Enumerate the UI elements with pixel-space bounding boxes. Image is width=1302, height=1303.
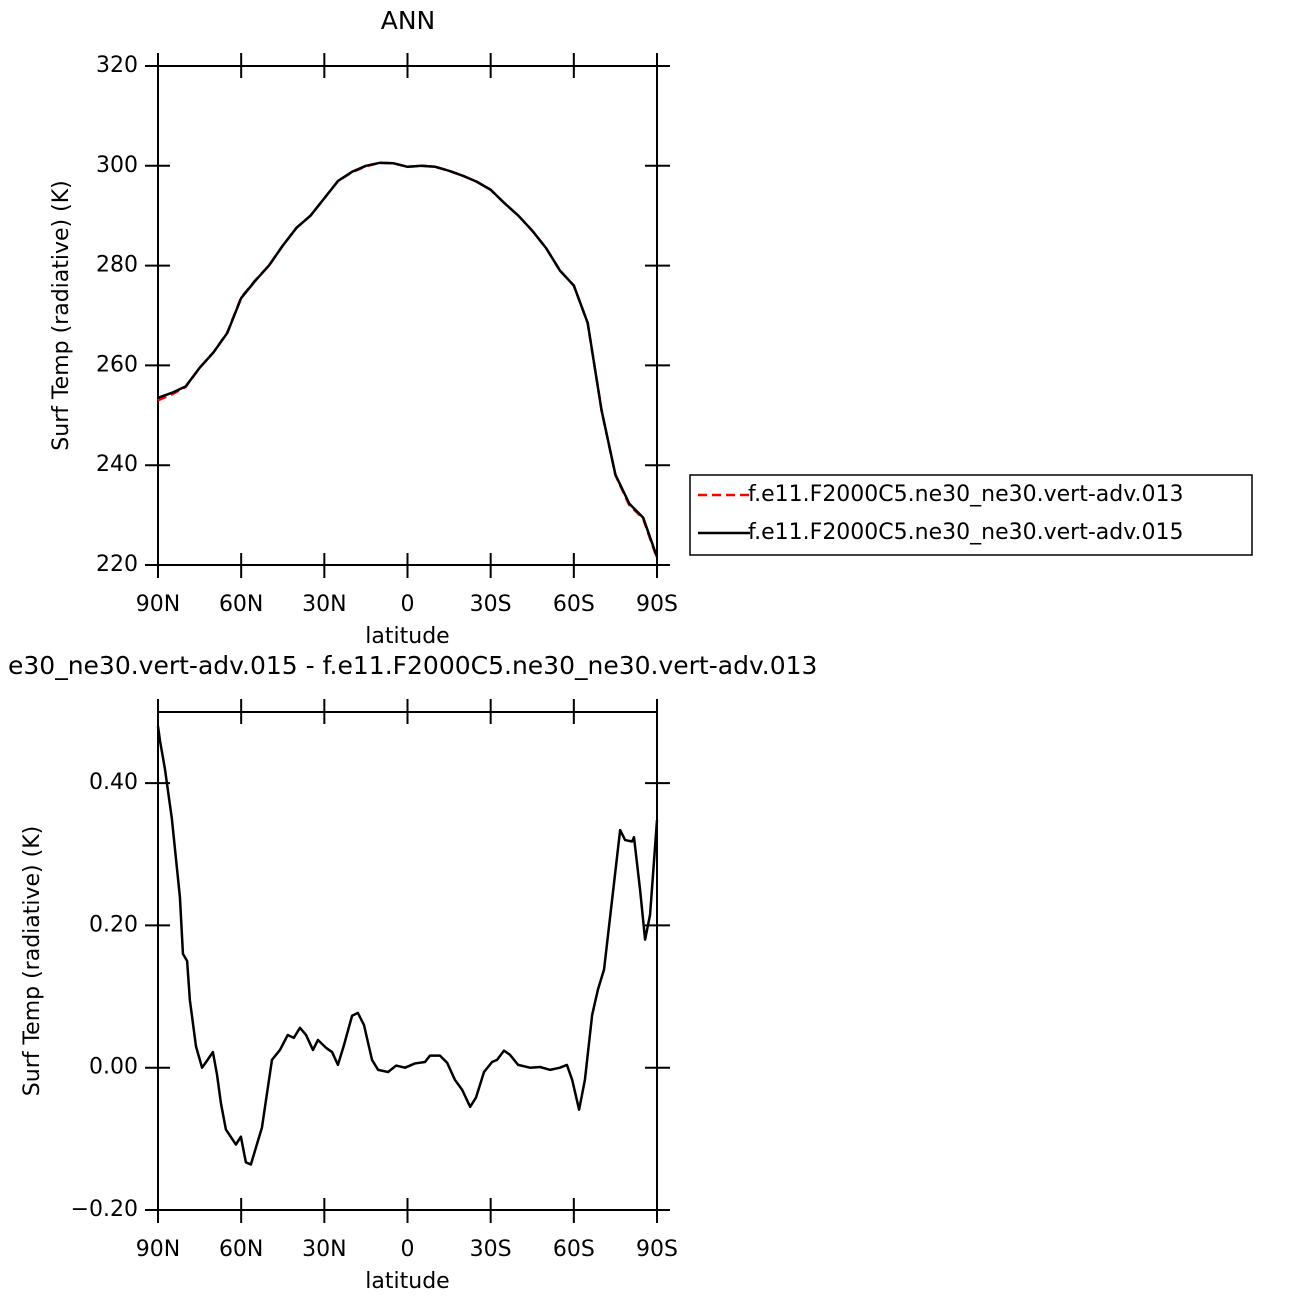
y-tick-label: −0.20 bbox=[71, 1197, 138, 1222]
x-tick-label: 90N bbox=[136, 1237, 180, 1262]
x-tick-label: 30S bbox=[470, 592, 512, 617]
x-tick-label: 60N bbox=[219, 592, 263, 617]
y-tick-label: 0.00 bbox=[89, 1055, 138, 1080]
y-tick-label: 220 bbox=[96, 552, 138, 577]
x-tick-label: 60S bbox=[553, 1237, 595, 1262]
y-tick-label: 260 bbox=[96, 352, 138, 377]
plot-frame bbox=[157, 711, 658, 1211]
y-axis-label: Surf Temp (radiative) (K) bbox=[49, 180, 74, 450]
x-tick-label: 90N bbox=[136, 592, 180, 617]
x-tick-label: 30S bbox=[470, 1237, 512, 1262]
x-tick-label: 60S bbox=[553, 592, 595, 617]
chart-title: ANN bbox=[381, 6, 436, 35]
y-tick-label: 300 bbox=[96, 153, 138, 178]
x-tick-label: 30N bbox=[302, 592, 346, 617]
y-tick-label: 0.40 bbox=[89, 770, 138, 795]
data-line bbox=[157, 161, 659, 559]
plot-frame bbox=[157, 65, 658, 566]
x-tick-label: 60N bbox=[219, 1237, 263, 1262]
x-tick-label: 90S bbox=[636, 1237, 678, 1262]
legend-label: f.e11.F2000C5.ne30_ne30.vert-adv.015 bbox=[748, 520, 1184, 545]
x-axis-label: latitude bbox=[365, 624, 449, 649]
x-tick-label: 0 bbox=[401, 1237, 415, 1262]
legend-label: f.e11.F2000C5.ne30_ne30.vert-adv.013 bbox=[748, 482, 1184, 507]
chart-title: e30_ne30.vert-adv.015 - f.e11.F2000C5.ne… bbox=[8, 651, 817, 680]
y-tick-label: 0.20 bbox=[89, 912, 138, 937]
y-tick-label: 240 bbox=[96, 452, 138, 477]
data-line bbox=[157, 161, 659, 558]
x-tick-label: 0 bbox=[401, 592, 415, 617]
legend-box bbox=[689, 474, 1253, 556]
x-tick-label: 90S bbox=[636, 592, 678, 617]
data-line bbox=[156, 726, 659, 1166]
x-tick-label: 30N bbox=[302, 1237, 346, 1262]
y-tick-label: 320 bbox=[96, 53, 138, 78]
x-axis-label: latitude bbox=[365, 1269, 449, 1294]
y-axis-label: Surf Temp (radiative) (K) bbox=[20, 826, 45, 1096]
y-tick-label: 280 bbox=[96, 253, 138, 278]
